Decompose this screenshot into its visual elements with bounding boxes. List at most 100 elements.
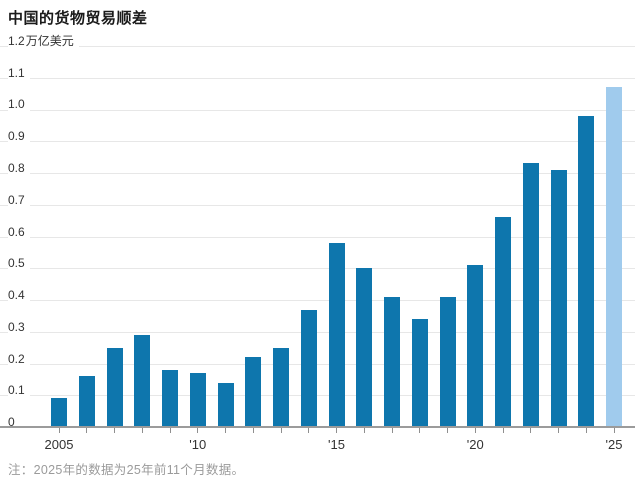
gridline xyxy=(0,331,635,333)
bar-2018 xyxy=(411,319,428,427)
bar-2019 xyxy=(439,296,456,427)
plot-area: 1.2万亿美元 1.1 1.0 0.9 0.8 0.7 0.6 0.5 0.4 0.3 0.2 0.1… xyxy=(0,34,635,452)
tick-slot xyxy=(412,428,428,433)
bar-2005 xyxy=(51,398,67,427)
tick-mark xyxy=(225,428,226,433)
y-axis-tick-label: 0.6 xyxy=(8,224,30,239)
gridline xyxy=(0,268,635,270)
tick-mark xyxy=(58,428,60,433)
tick-mark xyxy=(86,428,88,433)
tick-slot xyxy=(245,428,261,433)
bar-2010 xyxy=(189,373,206,427)
tick-mark xyxy=(336,428,337,433)
x-axis-ticks xyxy=(51,428,622,433)
tick-mark xyxy=(169,428,171,433)
x-axis-tick-label: '20 xyxy=(466,437,484,452)
tick-slot xyxy=(523,428,539,433)
bar-2014 xyxy=(300,309,317,427)
footnote: 注：2025年的数据为25年前11个月数据。 xyxy=(8,463,245,477)
tick-slot xyxy=(79,428,95,433)
tick-mark xyxy=(447,428,448,433)
gridline xyxy=(0,395,635,397)
tick-mark xyxy=(141,428,143,433)
y-axis-tick-label: 0.2 xyxy=(8,351,30,366)
x-axis-tick-label: '15 xyxy=(328,437,345,452)
bar-2021 xyxy=(495,217,511,427)
y-axis-tick-label: 0.7 xyxy=(8,192,30,207)
bar-2012 xyxy=(245,357,262,427)
y-axis-tick-label: 0.5 xyxy=(8,256,30,271)
tick-slot xyxy=(356,428,372,433)
bar-2022 xyxy=(522,163,539,427)
x-axis-labels: 2005 '10 '15 '20 '25 xyxy=(45,437,623,453)
y-axis-tick-label: 0.1 xyxy=(8,383,30,398)
gridline xyxy=(0,109,635,111)
bar-2017 xyxy=(384,296,400,427)
bar-2011 xyxy=(217,382,234,427)
tick-mark xyxy=(197,428,199,433)
y-axis-tick-label: 0.9 xyxy=(8,129,30,144)
bar-2013 xyxy=(273,347,289,427)
x-axis-tick-label: '25 xyxy=(605,437,623,452)
tick-mark xyxy=(613,428,615,433)
y-axis-tick-label: 0.4 xyxy=(8,287,30,302)
tick-mark xyxy=(502,428,504,433)
tick-slot xyxy=(107,428,123,433)
tick-slot xyxy=(134,428,150,433)
tick-slot xyxy=(162,428,178,433)
bar-2006 xyxy=(78,376,95,427)
bars-layer xyxy=(51,46,622,427)
chart-title: 中国的货物贸易顺差 xyxy=(8,10,148,27)
bar-2023 xyxy=(550,169,567,427)
y-axis-unit-label: 万亿美元 xyxy=(25,34,74,48)
gridline xyxy=(0,363,635,365)
gridline xyxy=(0,46,635,47)
tick-slot xyxy=(578,428,594,433)
gridline xyxy=(0,204,635,206)
tick-slot xyxy=(467,428,483,433)
bar-2016 xyxy=(356,268,373,427)
bar-2024 xyxy=(578,115,595,427)
tick-slot xyxy=(51,428,67,433)
tick-slot xyxy=(218,428,234,433)
x-axis-tick-label: '10 xyxy=(189,437,207,452)
y-axis-tick-label: 0 xyxy=(8,415,20,429)
gridline xyxy=(0,173,635,174)
x-axis-line xyxy=(0,426,635,428)
tick-slot xyxy=(301,428,317,433)
tick-slot xyxy=(551,428,567,433)
y-axis-tick-label: 0.3 xyxy=(8,319,30,334)
tick-slot xyxy=(384,428,400,433)
y-axis-tick-label: 1.1 xyxy=(8,65,30,80)
tick-slot xyxy=(495,428,511,433)
bar-2008 xyxy=(134,334,151,427)
tick-mark xyxy=(252,428,254,433)
y-axis-tick-label: 0.8 xyxy=(8,160,30,175)
gridline xyxy=(0,77,635,79)
tick-mark xyxy=(308,428,310,433)
y-axis-tick-label: 1.0 xyxy=(8,97,30,112)
tick-slot xyxy=(329,428,345,433)
tick-slot xyxy=(273,428,289,433)
tick-mark xyxy=(558,428,559,433)
bar-2015 xyxy=(328,242,345,427)
tick-mark xyxy=(280,428,282,433)
bar-2020 xyxy=(467,265,484,427)
tick-slot xyxy=(606,428,622,433)
y-axis-tick-label: 1.2万亿美元 xyxy=(8,34,79,48)
bar-2009 xyxy=(162,369,178,427)
tick-mark xyxy=(530,428,532,433)
tick-slot xyxy=(440,428,456,433)
tick-mark xyxy=(585,428,587,433)
x-axis-tick-label: 2005 xyxy=(44,437,74,452)
gridline xyxy=(0,236,635,238)
tick-mark xyxy=(114,428,115,433)
tick-mark xyxy=(419,428,421,433)
bar-2025 xyxy=(606,87,622,427)
bar-2007 xyxy=(106,347,123,427)
tick-mark xyxy=(363,428,365,433)
tick-slot xyxy=(190,428,206,433)
tick-mark xyxy=(391,428,393,433)
tick-mark xyxy=(474,428,476,433)
